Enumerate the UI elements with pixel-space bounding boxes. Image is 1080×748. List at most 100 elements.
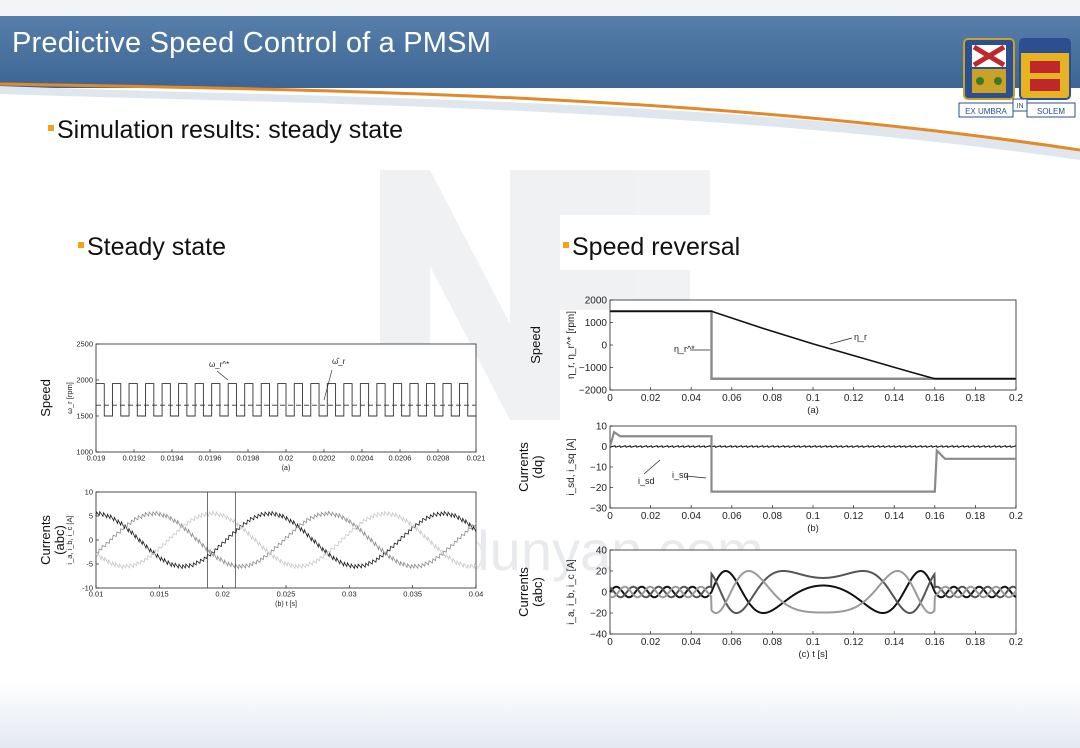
y-tick-label: 0 bbox=[601, 588, 607, 599]
series-abc-i-c bbox=[609, 569, 1017, 615]
x-tick-label: 0.16 bbox=[925, 393, 945, 404]
row-label: (dq) bbox=[530, 455, 545, 478]
x-tick-label: 0.01 bbox=[89, 590, 104, 599]
x-tick-label: 0.08 bbox=[763, 637, 783, 648]
bullet-speed-reversal: Speed reversal bbox=[563, 233, 740, 262]
x-tick-label: 0.0196 bbox=[199, 454, 222, 463]
row-label: Currents bbox=[516, 442, 531, 492]
y-tick-label: −2000 bbox=[579, 386, 608, 397]
plot-frame bbox=[609, 425, 1017, 509]
series-i-c bbox=[95, 510, 477, 570]
bullet-steady-state: Steady state bbox=[78, 233, 226, 262]
logo-text-right: SOLEM bbox=[1037, 107, 1065, 116]
x-axis-caption: (b) t [s] bbox=[275, 601, 297, 608]
row-label: Speed bbox=[38, 379, 53, 417]
y-tick-label: 2500 bbox=[76, 340, 93, 349]
header-accent-line bbox=[0, 82, 1080, 152]
x-tick-label: 0.14 bbox=[884, 511, 904, 522]
x-tick-label: 0.2 bbox=[1009, 393, 1023, 404]
x-tick-label: 0.0198 bbox=[237, 454, 260, 463]
annotation-arrow bbox=[685, 475, 707, 479]
y-tick-label: 0 bbox=[601, 442, 607, 453]
x-tick-label: 0.025 bbox=[277, 590, 296, 599]
x-tick-label: 0.12 bbox=[844, 637, 864, 648]
y-tick-label: −20 bbox=[590, 609, 607, 620]
annotation-isd: i_sd bbox=[638, 476, 655, 486]
y-axis-label: i_a, i_b, i_c [A] bbox=[566, 559, 577, 625]
x-tick-label: 0.06 bbox=[722, 637, 742, 648]
x-tick-label: 0.12 bbox=[844, 393, 864, 404]
annotation-omega-hat: ω̂_r bbox=[332, 357, 346, 366]
x-tick-label: 0.035 bbox=[403, 590, 422, 599]
x-tick-label: 0 bbox=[607, 511, 613, 522]
header-bar bbox=[0, 16, 1080, 88]
x-tick-label: 0.0208 bbox=[427, 454, 450, 463]
series-omega-r bbox=[95, 383, 476, 417]
y-tick-label: −10 bbox=[590, 463, 607, 474]
x-tick-label: 0.019 bbox=[87, 454, 106, 463]
x-axis-caption: (a) bbox=[807, 405, 819, 416]
chart-reversal-speed: 0 0.02 0.04 0.06 0.08 0.1 0.12 0.14 0.16 0.18 0.2 2… bbox=[528, 296, 1023, 417]
x-tick-label: 0.02 bbox=[641, 393, 661, 404]
x-tick-label: 0.06 bbox=[722, 393, 742, 404]
x-tick-label: 0.02 bbox=[641, 637, 661, 648]
bullet-steady-state-text: Steady state bbox=[87, 233, 226, 261]
x-tick-label: 0 bbox=[607, 393, 613, 404]
x-tick-label: 0.1 bbox=[806, 393, 820, 404]
y-axis-label: i_sd, i_sq [A] bbox=[566, 438, 577, 495]
x-tick-label: 0.0192 bbox=[123, 454, 146, 463]
x-tick-label: 0.2 bbox=[1009, 637, 1023, 648]
x-tick-label: 0.03 bbox=[342, 590, 357, 599]
bullet-square-icon bbox=[78, 242, 84, 248]
annotation-omega-ref: ω_r^* bbox=[209, 360, 229, 369]
y-tick-label: 2000 bbox=[585, 296, 608, 307]
x-tick-label: 0.18 bbox=[966, 637, 986, 648]
y-tick-label: -10 bbox=[82, 584, 93, 593]
chart-steady-speed: 0.019 0.0192 0.0194 0.0196 0.0198 0.02 0.0202 0… bbox=[38, 340, 485, 472]
row-label: Currents bbox=[516, 567, 531, 617]
series-abc-i-a bbox=[609, 569, 1017, 614]
series-eta bbox=[610, 310, 1016, 380]
annotation-isq: i_sq bbox=[672, 470, 689, 480]
bullet-square-icon bbox=[48, 125, 54, 131]
y-tick-label: 1000 bbox=[76, 448, 93, 457]
y-axis-label: η_r, η_r^* [rpm] bbox=[566, 311, 577, 379]
chart-reversal-dq: 0 0.02 0.04 0.06 0.08 0.1 0.12 0.14 0.16 0.18 0.2 1… bbox=[516, 422, 1023, 535]
y-tick-label: −30 bbox=[590, 504, 607, 515]
y-tick-label: 10 bbox=[596, 422, 608, 433]
x-tick-label: 0.18 bbox=[966, 511, 986, 522]
x-tick-label: 0.04 bbox=[681, 393, 701, 404]
series-i-b bbox=[95, 510, 477, 570]
y-tick-label: 1500 bbox=[76, 412, 93, 421]
x-tick-label: 0.16 bbox=[925, 511, 945, 522]
x-axis-caption: (a) bbox=[282, 465, 291, 472]
bullet-main-text: Simulation results: steady state bbox=[57, 116, 403, 144]
x-tick-label: 0.1 bbox=[806, 637, 820, 648]
x-tick-label: 0.0206 bbox=[389, 454, 412, 463]
row-label: Currents bbox=[38, 515, 53, 565]
footer-band bbox=[0, 680, 1080, 748]
x-axis-caption: (c) t [s] bbox=[798, 649, 827, 660]
bullet-square-icon bbox=[563, 242, 569, 248]
annotation-eta: η_r bbox=[854, 332, 867, 342]
x-tick-label: 0.1 bbox=[806, 511, 820, 522]
x-tick-label: 0.14 bbox=[884, 637, 904, 648]
bullet-main: Simulation results: steady state bbox=[48, 116, 403, 145]
y-tick-label: 40 bbox=[596, 546, 608, 557]
x-tick-label: 0.04 bbox=[469, 590, 484, 599]
x-tick-label: 0.02 bbox=[215, 590, 230, 599]
annotation-arrow bbox=[829, 337, 853, 345]
y-tick-label: 20 bbox=[596, 567, 608, 578]
y-tick-label: 10 bbox=[85, 488, 93, 497]
x-tick-label: 0.06 bbox=[722, 511, 742, 522]
x-tick-label: 0.04 bbox=[681, 637, 701, 648]
x-tick-label: 0.08 bbox=[763, 511, 783, 522]
plot-frame bbox=[609, 299, 1017, 391]
y-tick-label: −40 bbox=[590, 630, 607, 641]
bullet-speed-reversal-text: Speed reversal bbox=[572, 233, 741, 261]
logo-text-left: EX UMBRA bbox=[965, 107, 1007, 116]
row-label: (abc) bbox=[52, 525, 67, 555]
row-label: Speed bbox=[528, 326, 543, 364]
annotation-eta-ref: η_r^* bbox=[674, 344, 695, 354]
